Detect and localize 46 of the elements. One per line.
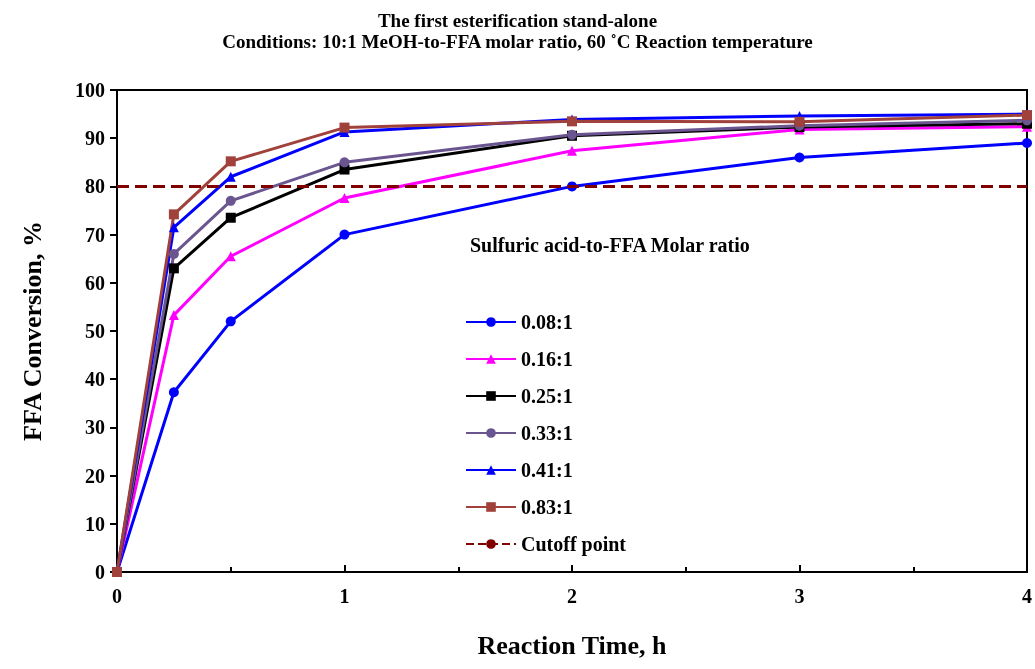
point [168,263,179,274]
y-tick-label: 40 [85,368,105,391]
legend-label: 0.25:1 [521,385,573,407]
y-tick-label: 20 [85,464,105,487]
legend-label: 0.33:1 [521,422,573,444]
point [225,156,236,167]
legend-title: Sulfuric acid-to-FFA Molar ratio [470,234,750,256]
y-tick-label: 100 [75,79,105,101]
point [567,145,577,156]
y-tick-label: 10 [85,512,105,535]
point [339,157,350,168]
chart-title: The first esterification stand-alone [377,10,658,31]
x-axis-title: Reaction Time, h [477,630,668,660]
x-tick-label: 4 [1022,585,1032,607]
point [339,122,350,133]
y-tick-label: 50 [85,320,105,342]
point [1022,138,1032,149]
point [794,116,805,127]
point [339,229,350,240]
chart-subtitle: Conditions: 10:1 MeOH-to-FFA molar ratio, 60 ˚C Reaction temperature [222,31,813,52]
y-tick-label: 30 [85,416,105,439]
point [225,316,236,327]
point [794,152,805,163]
x-tick-label: 2 [567,585,577,607]
legend-label: Cutoff point [521,533,627,556]
point [225,212,236,223]
legend-label: 0.08:1 [521,311,573,333]
point [168,222,179,233]
y-tick-label: 80 [85,175,105,198]
x-tick-label: 0 [112,585,122,607]
point [168,310,179,321]
point [339,192,350,203]
point [168,209,179,220]
point [168,248,179,259]
point [225,195,236,206]
x-tick-label: 1 [339,585,350,607]
legend-label: 0.41:1 [521,459,573,481]
legend-label: 0.16:1 [521,348,573,370]
point [168,387,179,398]
legend-label: 0.83:1 [521,496,573,518]
y-tick-label: 70 [85,223,105,246]
y-tick-label: 90 [85,127,105,150]
y-axis-title: FFA Conversion, % [17,221,47,441]
y-tick-label: 0 [95,561,105,583]
y-tick-label: 60 [85,271,105,294]
x-tick-label: 3 [794,585,805,607]
